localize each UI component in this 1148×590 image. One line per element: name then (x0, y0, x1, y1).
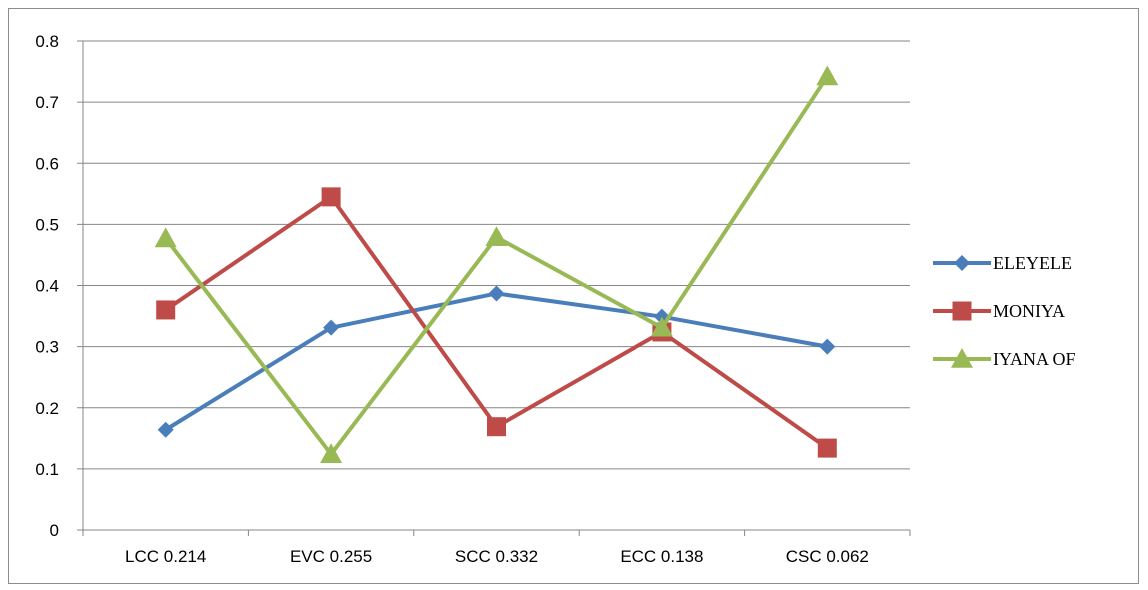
legend-label: ELEYELE (993, 253, 1072, 273)
data-point-eleyele (488, 285, 505, 302)
legend-label: IYANA OF (993, 349, 1076, 369)
data-point-eleyele (157, 421, 174, 438)
legend-item-eleyele: ELEYELE (933, 253, 1072, 273)
x-tick-label: CSC 0.062 (786, 547, 869, 566)
y-tick-label: 0.1 (35, 460, 59, 479)
data-point-moniya (817, 438, 837, 458)
legend: ELEYELE MONIYA IYANA OF (933, 253, 1076, 369)
y-axis-tick-labels: 0 0.1 0.2 0.3 0.4 0.5 0.6 0.7 0.8 (35, 32, 59, 540)
data-point-eleyele (819, 338, 836, 355)
legend-label: MONIYA (993, 301, 1065, 321)
x-tick-label: LCC 0.214 (125, 547, 206, 566)
axes (77, 40, 911, 536)
series-eleyele (157, 285, 836, 438)
legend-marker (952, 301, 972, 321)
x-tick-label: ECC 0.138 (620, 547, 703, 566)
data-point-iyana-of (816, 65, 839, 86)
series-lines (154, 65, 839, 464)
data-point-iyana-of (320, 443, 343, 464)
legend-item-moniya: MONIYA (933, 301, 1065, 321)
data-point-moniya (487, 417, 506, 437)
y-tick-label: 0 (50, 521, 59, 540)
series-iyana-of (154, 65, 839, 464)
y-tick-label: 0.5 (35, 215, 59, 234)
data-point-iyana-of (650, 316, 673, 337)
series-line-eleyele (163, 291, 830, 432)
x-tick-label: SCC 0.332 (455, 547, 538, 566)
legend-marker (951, 348, 973, 368)
series-line-iyana-of (163, 74, 830, 457)
x-axis-tick-labels: LCC 0.214 EVC 0.255 SCC 0.332 ECC 0.138 CSC … (125, 547, 869, 566)
legend-marker (954, 255, 970, 271)
data-point-iyana-of (485, 226, 508, 247)
x-tick-label: EVC 0.255 (290, 547, 372, 566)
chart-frame (8, 8, 1139, 584)
y-tick-label: 0.4 (35, 277, 59, 296)
data-point-eleyele (323, 319, 340, 336)
data-point-iyana-of (154, 227, 177, 248)
y-tick-label: 0.7 (35, 93, 59, 112)
data-point-moniya (321, 187, 341, 207)
y-tick-label: 0.3 (35, 338, 59, 357)
y-tick-label: 0.8 (35, 32, 59, 51)
data-point-moniya (156, 300, 176, 320)
legend-item-iyana-of: IYANA OF (933, 348, 1076, 369)
y-tick-label: 0.2 (35, 399, 59, 418)
y-tick-label: 0.6 (35, 154, 59, 173)
